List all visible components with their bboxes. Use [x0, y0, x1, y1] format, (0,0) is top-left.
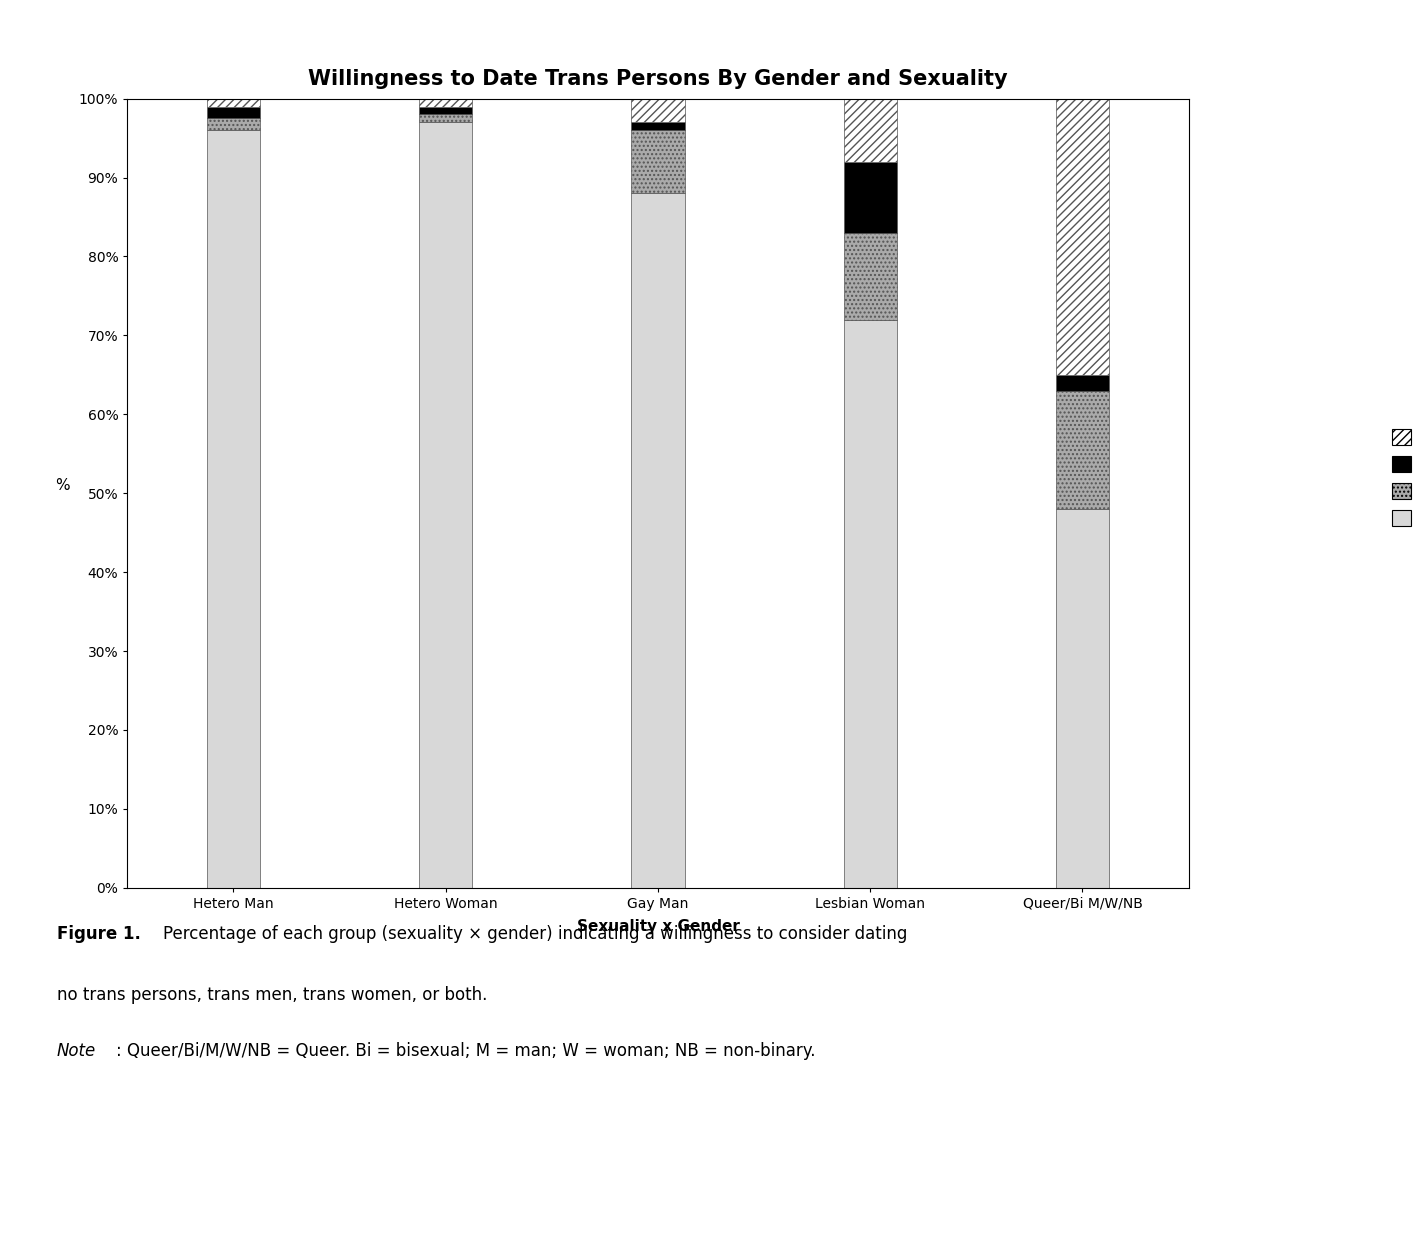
Text: Figure 1.: Figure 1. — [57, 925, 140, 943]
Bar — [631, 99, 685, 122]
Bar — [1056, 375, 1109, 391]
Bar — [843, 233, 897, 319]
Bar — [207, 118, 260, 131]
Bar — [419, 99, 473, 106]
Bar — [1056, 391, 1109, 509]
Text: Percentage of each group (sexuality × gender) indicating a willingness to consid: Percentage of each group (sexuality × ge… — [163, 925, 907, 943]
Bar — [631, 131, 685, 194]
Text: Note: Note — [57, 1042, 96, 1060]
Bar — [843, 99, 897, 162]
X-axis label: Sexuality x Gender: Sexuality x Gender — [576, 919, 740, 935]
Bar — [1056, 99, 1109, 375]
Bar — [419, 122, 473, 888]
Title: Willingness to Date Trans Persons By Gender and Sexuality: Willingness to Date Trans Persons By Gen… — [308, 69, 1007, 89]
Bar — [1056, 509, 1109, 888]
Text: no trans persons, trans men, trans women, or both.: no trans persons, trans men, trans women… — [57, 986, 487, 1005]
Bar — [419, 106, 473, 115]
Text: : Queer/Bi/M/W/NB = Queer. Bi = bisexual; M = man; W = woman; NB = non-binary.: : Queer/Bi/M/W/NB = Queer. Bi = bisexual… — [116, 1042, 815, 1060]
Bar — [207, 131, 260, 888]
Bar — [843, 319, 897, 888]
Bar — [207, 106, 260, 118]
Bar — [843, 162, 897, 233]
Bar — [419, 115, 473, 122]
Legend: Both, Trans Woman, Trans Man, No Trans: Both, Trans Woman, Trans Man, No Trans — [1387, 423, 1415, 531]
Y-axis label: %: % — [55, 478, 69, 493]
Bar — [631, 122, 685, 131]
Bar — [631, 194, 685, 888]
Bar — [207, 99, 260, 106]
